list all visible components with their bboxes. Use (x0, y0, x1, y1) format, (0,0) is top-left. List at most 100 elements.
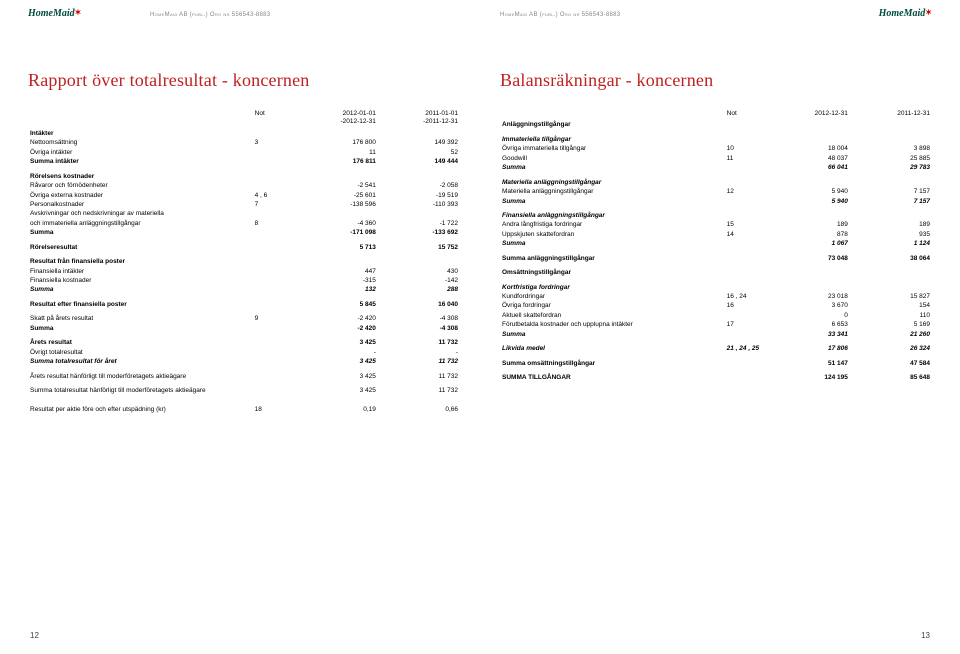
row-value-1: -2 420 (296, 324, 378, 333)
row-value-2: 0,66 (378, 406, 460, 415)
table-row: Summa totalresultat hänförligt till mode… (28, 386, 460, 395)
row-label: Summa intäkter (28, 158, 253, 167)
row-value-2: 26 324 (850, 345, 932, 354)
row-label: Övriga externa kostnader (28, 191, 253, 200)
table-row: Summa-171 098-133 692 (28, 229, 460, 238)
row-value-1: 176 800 (296, 139, 378, 148)
row-label: Aktuell skattefordran (500, 311, 725, 320)
row-note (253, 229, 296, 238)
row-value-2 (850, 121, 932, 130)
row-value-1: 18 004 (768, 145, 850, 154)
table-row: Resultat från finansiella poster (28, 258, 460, 267)
row-label: Andra långfristiga fordringar (500, 221, 725, 230)
row-label: Kundfordringar (500, 293, 725, 302)
row-note (725, 374, 768, 383)
row-note: 12 (725, 188, 768, 197)
col-not: Not (253, 109, 296, 129)
row-note (725, 330, 768, 339)
row-label: Summa totalresultat hänförligt till mode… (28, 386, 253, 395)
row-value-2: -110 393 (378, 200, 460, 209)
row-label: Resultat från finansiella poster (28, 258, 253, 267)
row-note (253, 243, 296, 252)
row-value-1: 3 670 (768, 302, 850, 311)
table-row: Materiella anläggningstillgångar (500, 178, 932, 187)
row-value-1: 176 811 (296, 158, 378, 167)
col-date-1: 2012-12-31 (768, 109, 850, 121)
row-value-1: 0 (768, 311, 850, 320)
page-spread: HomeMaid✶ HomeMaid AB (publ.) Org nr 556… (0, 0, 960, 654)
row-label: Summa (500, 240, 725, 249)
row-value-2: -133 692 (378, 229, 460, 238)
row-value-1: 11 (296, 148, 378, 157)
row-note: 9 (253, 315, 296, 324)
table-row: Kundfordringar16 , 2423 01815 827 (500, 293, 932, 302)
row-value-2: 11 732 (378, 386, 460, 395)
table-row: Summa omsättningstillgångar51 14747 584 (500, 359, 932, 368)
table-row: SUMMA TILLGÅNGAR124 19585 648 (500, 374, 932, 383)
row-note (253, 182, 296, 191)
table-row: Resultat efter finansiella poster5 84516… (28, 300, 460, 309)
row-value-1: 3 425 (296, 358, 378, 367)
row-value-2: 5 169 (850, 321, 932, 330)
row-value-2: 7 157 (850, 197, 932, 206)
table-row: Resultat per aktie före och efter utspäd… (28, 406, 460, 415)
row-note: 15 (725, 221, 768, 230)
logo-text: HomeMaid (28, 8, 75, 19)
table-row: Rörelseresultat5 71315 752 (28, 243, 460, 252)
row-value-2 (378, 210, 460, 219)
row-label: Summa omsättningstillgångar (500, 359, 725, 368)
row-value-1 (768, 135, 850, 144)
row-note: 16 , 24 (725, 293, 768, 302)
row-label: Resultat efter finansiella poster (28, 300, 253, 309)
page-number-left: 12 (30, 631, 39, 640)
logo-left: HomeMaid✶ (28, 8, 81, 19)
row-value-2: 110 (850, 311, 932, 320)
row-note: 7 (253, 200, 296, 209)
row-label: Rörelsens kostnader (28, 172, 253, 181)
table-row: Omsättningstillgångar (500, 269, 932, 278)
row-label: Uppskjuten skattefordran (500, 230, 725, 239)
row-note (725, 311, 768, 320)
row-note (725, 121, 768, 130)
table-row: Summa-2 420-4 308 (28, 324, 460, 333)
row-note: 21 , 24 , 25 (725, 345, 768, 354)
row-value-2: 47 584 (850, 359, 932, 368)
table-row: Kortfristiga fordringar (500, 283, 932, 292)
table-row: Övriga intäkter1152 (28, 148, 460, 157)
row-value-1: -138 596 (296, 200, 378, 209)
row-value-2: 16 040 (378, 300, 460, 309)
row-value-1: 5 940 (768, 197, 850, 206)
row-value-1: 23 018 (768, 293, 850, 302)
row-value-1 (296, 258, 378, 267)
row-note: 4 , 6 (253, 191, 296, 200)
income-statement-table: Not 2012-01-01 -2012-12-31 2011-01-01 -2… (28, 109, 460, 415)
row-note (253, 148, 296, 157)
row-value-2 (850, 135, 932, 144)
page-number-right: 13 (921, 631, 930, 640)
row-label: Finansiella intäkter (28, 267, 253, 276)
row-value-2 (378, 172, 460, 181)
row-note (253, 300, 296, 309)
table-row: Summa intäkter176 811149 444 (28, 158, 460, 167)
table-row: Övriga externa kostnader4 , 6-25 601-19 … (28, 191, 460, 200)
table-row: Goodwill1148 03725 885 (500, 154, 932, 163)
logo-x-icon: ✶ (75, 8, 82, 17)
row-value-2: -4 308 (378, 315, 460, 324)
row-value-2: 15 752 (378, 243, 460, 252)
row-label: Summa (500, 330, 725, 339)
row-note (725, 283, 768, 292)
row-value-1: 66 041 (768, 164, 850, 173)
row-value-2: 935 (850, 230, 932, 239)
row-label: SUMMA TILLGÅNGAR (500, 374, 725, 383)
row-value-1: -4 360 (296, 219, 378, 228)
row-value-2: 3 898 (850, 145, 932, 154)
logo-right: HomeMaid✶ (879, 8, 932, 19)
row-value-1: 17 806 (768, 345, 850, 354)
table-row: Anläggningstillgångar (500, 121, 932, 130)
row-label: Övriga fordringar (500, 302, 725, 311)
row-value-2: -4 308 (378, 324, 460, 333)
table-row: Övriga fordringar163 670154 (500, 302, 932, 311)
row-note (725, 211, 768, 220)
row-value-2: 15 827 (850, 293, 932, 302)
row-value-1: 3 425 (296, 339, 378, 348)
